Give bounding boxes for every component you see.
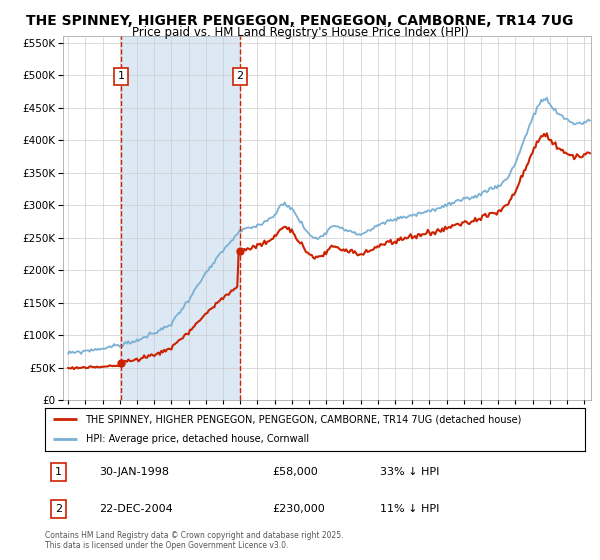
Text: 22-DEC-2004: 22-DEC-2004 [99,504,173,514]
Text: 1: 1 [55,467,62,477]
Text: 2: 2 [55,504,62,514]
Bar [121,36,239,400]
Text: THE SPINNEY, HIGHER PENGEGON, PENGEGON, CAMBORNE, TR14 7UG: THE SPINNEY, HIGHER PENGEGON, PENGEGON, … [26,14,574,28]
Text: Contains HM Land Registry data © Crown copyright and database right 2025.
This d: Contains HM Land Registry data © Crown c… [45,531,343,550]
Text: £58,000: £58,000 [272,467,317,477]
Text: 11% ↓ HPI: 11% ↓ HPI [380,504,439,514]
Text: Price paid vs. HM Land Registry's House Price Index (HPI): Price paid vs. HM Land Registry's House … [131,26,469,39]
Text: 33% ↓ HPI: 33% ↓ HPI [380,467,439,477]
Text: THE SPINNEY, HIGHER PENGEGON, PENGEGON, CAMBORNE, TR14 7UG (detached house): THE SPINNEY, HIGHER PENGEGON, PENGEGON, … [86,414,522,424]
Text: 1: 1 [118,72,125,81]
Text: 2: 2 [236,72,243,81]
Text: 30-JAN-1998: 30-JAN-1998 [99,467,169,477]
Text: £230,000: £230,000 [272,504,325,514]
Text: HPI: Average price, detached house, Cornwall: HPI: Average price, detached house, Corn… [86,434,308,444]
